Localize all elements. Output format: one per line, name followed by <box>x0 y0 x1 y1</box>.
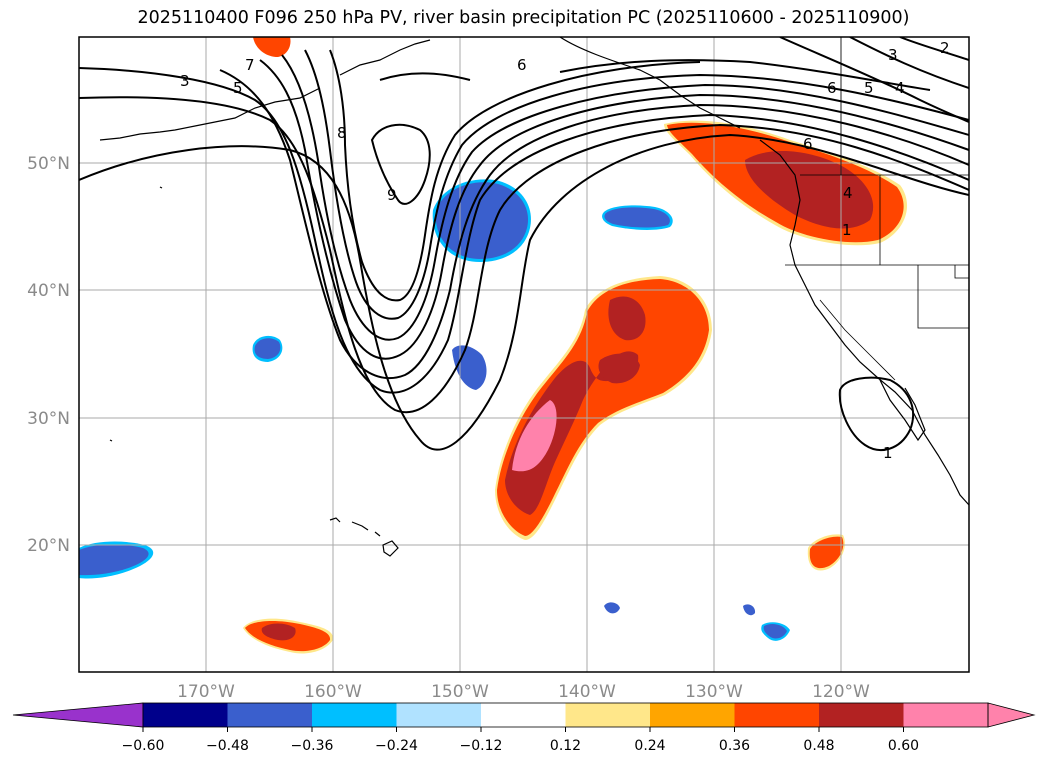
lon-label: 130°W <box>685 682 743 702</box>
colorbar-tick-label: 0.12 <box>550 738 581 754</box>
contour-label: 9 <box>387 186 397 204</box>
colorbar-tick-label: −0.24 <box>375 738 418 754</box>
pv-contour-labels: 3 5 7 8 9 6 6 5 4 3 2 6 4 1 1 <box>180 39 950 462</box>
contour-label: 3 <box>180 72 190 90</box>
political-borders <box>785 37 969 381</box>
lon-label: 160°W <box>304 682 362 702</box>
colorbar-extend-min <box>12 702 144 728</box>
longitude-labels: 170°W 160°W 150°W 140°W 130°W 120°W <box>177 682 870 702</box>
colorbar-segment <box>481 703 566 727</box>
contour-label: 6 <box>827 79 837 97</box>
colorbar-segment <box>396 703 482 727</box>
contour-label: 7 <box>245 56 255 74</box>
colorbar-tick-label: 0.24 <box>634 738 665 754</box>
contour-label: 4 <box>895 79 905 97</box>
contour-label: 1 <box>883 444 893 462</box>
contour-label: 8 <box>337 124 347 142</box>
colorbar-segment <box>734 703 820 727</box>
map-title: 2025110400 F096 250 hPa PV, river basin … <box>137 8 910 28</box>
colorbar-segment <box>819 703 904 727</box>
contour-label: 5 <box>864 79 874 97</box>
contour-label: 4 <box>843 184 853 202</box>
lon-label: 150°W <box>431 682 489 702</box>
colorbar-segment <box>143 703 228 727</box>
contour-label: 5 <box>233 79 243 97</box>
lon-label: 170°W <box>177 682 235 702</box>
contour-label: 1 <box>842 221 852 239</box>
colorbar-segment <box>227 703 313 727</box>
colorbar-tick-label: 0.36 <box>719 738 750 754</box>
contour-label: 6 <box>803 135 813 153</box>
latitude-labels: 50°N 40°N 30°N 20°N <box>27 154 70 556</box>
contour-label: 3 <box>888 46 898 64</box>
colorbar-segment <box>650 703 735 727</box>
colorbar-extend-max <box>987 702 1036 728</box>
contour-label: 2 <box>940 39 950 57</box>
colorbar-tick-label: −0.12 <box>460 738 503 754</box>
lat-label: 40°N <box>27 281 70 301</box>
lon-label: 120°W <box>812 682 870 702</box>
graticule <box>79 37 969 672</box>
lon-label: 140°W <box>558 682 616 702</box>
pv-contours <box>79 37 969 451</box>
map-frame <box>78 36 970 673</box>
lat-label: 30°N <box>27 409 70 429</box>
colorbar-tick-label: −0.60 <box>122 738 165 754</box>
coastlines <box>99 37 969 557</box>
lat-label: 20°N <box>27 536 70 556</box>
lat-label: 50°N <box>27 154 70 174</box>
colorbar-tick-label: −0.36 <box>291 738 334 754</box>
colorbar-segment <box>903 703 989 727</box>
colorbar-tick-label: −0.48 <box>206 738 249 754</box>
colorbar: −0.60 −0.48 −0.36 −0.24 −0.12 0.12 0.24 0.36 0.4… <box>12 702 1036 754</box>
colorbar-tick-label: 0.48 <box>803 738 834 754</box>
colorbar-tick-label: 0.60 <box>888 738 919 754</box>
colorbar-segment <box>565 703 651 727</box>
contour-label: 6 <box>517 56 527 74</box>
colorbar-segment <box>312 703 397 727</box>
